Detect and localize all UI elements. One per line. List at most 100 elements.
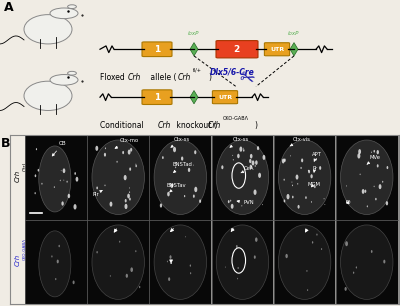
Ellipse shape (386, 166, 388, 169)
Ellipse shape (74, 204, 76, 210)
Ellipse shape (185, 236, 186, 237)
Text: knockout (: knockout ( (174, 121, 217, 130)
Ellipse shape (110, 275, 111, 277)
Ellipse shape (301, 159, 303, 162)
Ellipse shape (250, 165, 252, 169)
Ellipse shape (316, 233, 318, 236)
Ellipse shape (364, 190, 366, 193)
Ellipse shape (173, 147, 176, 152)
Text: CKO-GABΛ: CKO-GABΛ (223, 116, 249, 121)
Ellipse shape (254, 189, 256, 195)
Ellipse shape (181, 156, 183, 161)
Text: UTR: UTR (218, 95, 232, 100)
Ellipse shape (96, 186, 98, 189)
Ellipse shape (24, 15, 72, 44)
Ellipse shape (345, 241, 348, 246)
Ellipse shape (239, 147, 242, 152)
Ellipse shape (346, 185, 347, 187)
Ellipse shape (122, 151, 124, 154)
Ellipse shape (190, 272, 191, 274)
Ellipse shape (194, 150, 196, 154)
Text: Crh: Crh (158, 121, 171, 130)
Ellipse shape (68, 194, 70, 198)
Ellipse shape (194, 187, 197, 192)
Ellipse shape (184, 195, 185, 197)
Text: Crh: Crh (15, 169, 21, 181)
Ellipse shape (167, 261, 168, 262)
Ellipse shape (136, 165, 137, 167)
Text: Conditional: Conditional (100, 121, 146, 130)
Ellipse shape (50, 75, 78, 85)
Ellipse shape (190, 264, 191, 267)
Ellipse shape (286, 194, 290, 200)
Ellipse shape (383, 260, 385, 263)
Ellipse shape (124, 204, 128, 209)
Text: Ctrl: Ctrl (22, 162, 28, 171)
Text: Dlx5/6-Cre: Dlx5/6-Cre (210, 67, 255, 76)
Text: Pr: Pr (312, 166, 317, 172)
Ellipse shape (284, 159, 286, 162)
Ellipse shape (297, 183, 298, 185)
Ellipse shape (237, 278, 238, 279)
Ellipse shape (255, 165, 256, 167)
Ellipse shape (154, 140, 206, 215)
Ellipse shape (129, 187, 130, 188)
Text: IO: IO (345, 200, 351, 205)
Text: Pir: Pir (92, 190, 102, 197)
Ellipse shape (154, 225, 206, 299)
Ellipse shape (258, 173, 261, 178)
Ellipse shape (54, 186, 55, 188)
Ellipse shape (284, 200, 285, 203)
Text: ): ) (208, 73, 211, 82)
Ellipse shape (63, 168, 65, 173)
Ellipse shape (353, 271, 354, 274)
Ellipse shape (55, 278, 56, 280)
Text: loxP: loxP (188, 31, 200, 36)
Text: Crh: Crh (128, 73, 141, 82)
Ellipse shape (139, 286, 140, 288)
Ellipse shape (306, 270, 308, 272)
FancyBboxPatch shape (264, 43, 290, 56)
Ellipse shape (92, 225, 144, 299)
Ellipse shape (357, 153, 360, 159)
Ellipse shape (262, 155, 265, 160)
Ellipse shape (292, 185, 293, 186)
Ellipse shape (36, 148, 37, 150)
Ellipse shape (61, 170, 62, 171)
Ellipse shape (296, 174, 298, 180)
Ellipse shape (358, 149, 361, 154)
Ellipse shape (39, 231, 71, 297)
Ellipse shape (130, 148, 132, 152)
Ellipse shape (129, 167, 131, 171)
FancyBboxPatch shape (142, 90, 172, 104)
Ellipse shape (382, 181, 383, 183)
Polygon shape (190, 91, 198, 104)
Ellipse shape (252, 160, 254, 166)
Polygon shape (190, 43, 198, 56)
Ellipse shape (367, 205, 368, 207)
Ellipse shape (76, 177, 78, 182)
Ellipse shape (305, 196, 307, 199)
Ellipse shape (96, 251, 98, 253)
Ellipse shape (126, 274, 128, 278)
Ellipse shape (129, 191, 130, 193)
Ellipse shape (231, 204, 234, 209)
Ellipse shape (230, 200, 231, 202)
Ellipse shape (110, 202, 112, 207)
Ellipse shape (104, 185, 106, 186)
Ellipse shape (116, 161, 118, 163)
Ellipse shape (285, 254, 288, 258)
Text: B: B (1, 137, 10, 151)
Ellipse shape (312, 241, 313, 244)
Text: Crh: Crh (178, 73, 191, 82)
Ellipse shape (278, 225, 331, 299)
Ellipse shape (58, 245, 60, 247)
Ellipse shape (168, 277, 170, 281)
Ellipse shape (24, 81, 72, 110)
Ellipse shape (170, 184, 173, 188)
Ellipse shape (38, 169, 39, 172)
Text: A: A (4, 1, 14, 14)
Ellipse shape (300, 167, 302, 169)
Ellipse shape (50, 8, 78, 19)
Ellipse shape (278, 140, 331, 215)
